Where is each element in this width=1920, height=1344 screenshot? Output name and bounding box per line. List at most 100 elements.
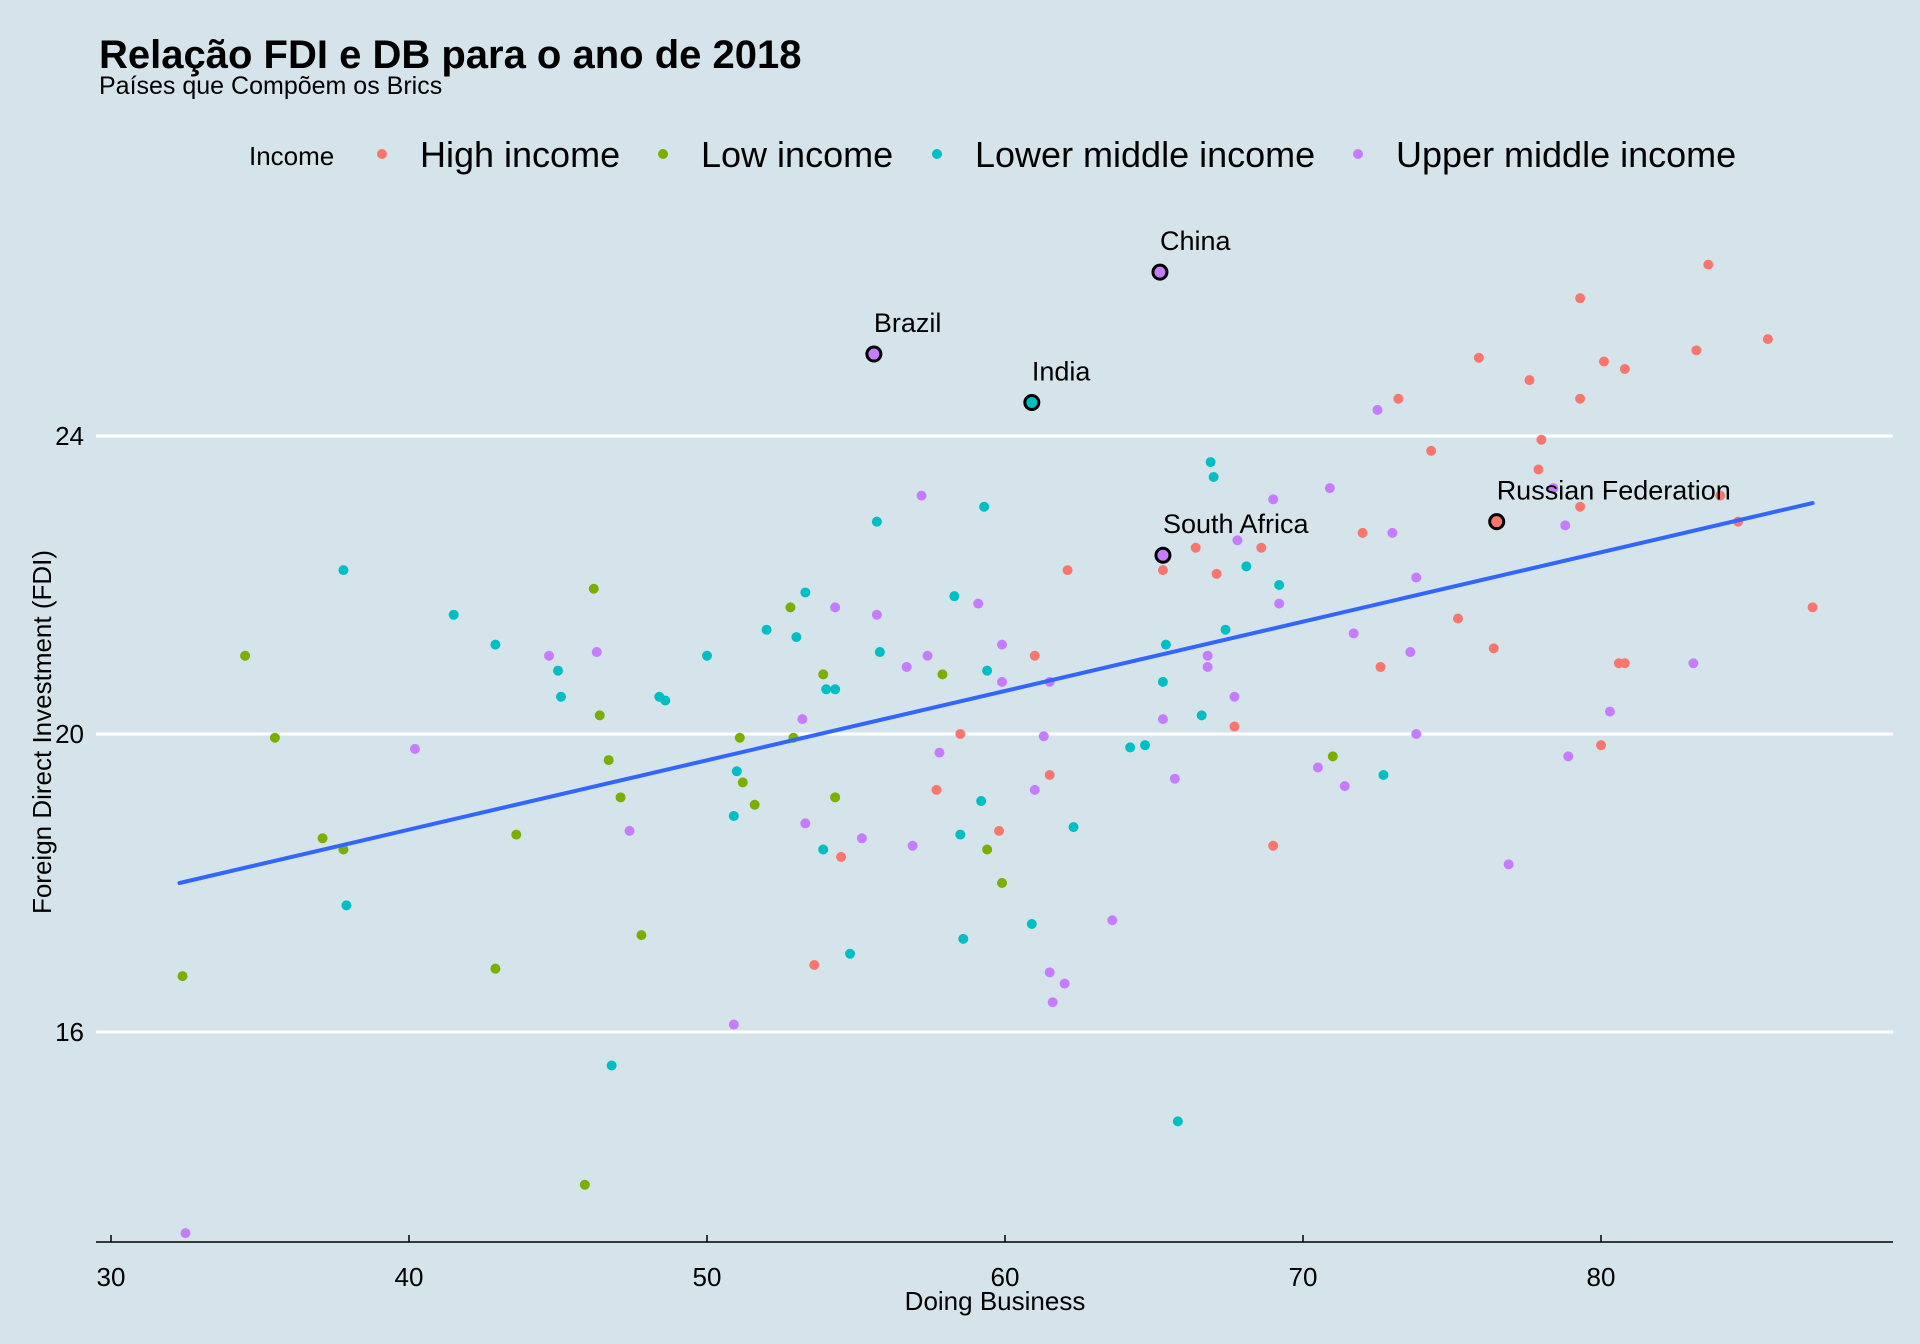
data-point-low-income [636,930,647,941]
data-point-high-income [1613,658,1624,669]
data-point-lower-middle-income [1160,639,1171,650]
data-point-lower-middle-income [979,501,990,512]
data-point-lower-middle-income [874,647,885,658]
data-point-high-income [1062,565,1073,576]
legend-key-lower-middle-income [932,149,942,159]
x-tick-label-30: 30 [97,1262,126,1292]
data-point-upper-middle-income [1274,598,1285,609]
x-tick-label-50: 50 [693,1262,722,1292]
data-point-high-income [1426,445,1437,456]
data-point-upper-middle-income [1348,628,1359,639]
data-point-lower-middle-income [818,844,829,855]
data-point-upper-middle-income [901,661,912,672]
data-point-upper-middle-income [1563,751,1574,762]
data-point-upper-middle-income [800,818,811,829]
data-point-upper-middle-income [871,609,882,620]
data-point-upper-middle-income [1411,729,1422,739]
data-point-low-income [269,732,280,743]
data-point-low-income [749,799,760,810]
data-point-low-income [785,602,796,613]
chart-subtitle: Países que Compõem os Brics [99,72,442,100]
data-point-upper-middle-income [1202,650,1213,661]
data-point-lower-middle-income [702,650,712,661]
data-point-upper-middle-income [1059,978,1070,989]
data-point-upper-middle-income [1372,404,1383,415]
data-point-low-income [511,829,522,840]
data-point-high-income [1536,434,1547,445]
data-point-high-income [1524,375,1535,386]
highlight-point-russian-federation [1488,513,1506,531]
data-point-high-income [1211,568,1222,579]
data-point-upper-middle-income [1560,520,1571,531]
data-point-upper-middle-income [997,639,1008,650]
data-point-lower-middle-income [949,591,960,602]
data-point-upper-middle-income [1324,483,1335,494]
data-point-lower-middle-income [1220,624,1231,635]
highlight-point-brazil [865,345,883,363]
data-point-low-income [937,669,948,680]
data-point-low-income [603,755,614,766]
data-point-upper-middle-income [1229,691,1240,702]
data-point-lower-middle-income [821,684,832,695]
chart-title: Relação FDI e DB para o ano de 2018 [99,33,801,77]
data-point-upper-middle-income [1232,535,1243,546]
data-point-low-income [982,844,993,855]
data-point-lower-middle-income [958,933,969,944]
x-tick-label-60: 60 [991,1262,1020,1292]
data-point-lower-middle-income [791,632,802,643]
data-point-upper-middle-income [1038,731,1049,742]
data-point-upper-middle-income [1268,494,1279,505]
data-point-upper-middle-income [1503,859,1514,870]
y-tick-label-20: 20 [55,719,84,749]
data-point-upper-middle-income [922,650,933,661]
data-point-low-income [615,792,626,803]
legend-label-lower-middle-income: Lower middle income [975,134,1315,175]
highlight-label-russian-federation: Russian Federation [1497,476,1731,506]
data-point-high-income [1715,490,1726,501]
data-point-high-income [1575,393,1586,404]
data-point-upper-middle-income [973,598,984,609]
data-point-high-income [1703,259,1714,270]
data-point-lower-middle-income [845,948,856,959]
data-point-lower-middle-income [1196,710,1207,721]
fit-line-group [177,501,1815,885]
data-point-upper-middle-income [1312,762,1323,773]
data-point-lower-middle-income [1157,676,1168,687]
data-point-high-income [1575,501,1586,512]
data-point-upper-middle-income [1169,773,1180,784]
data-point-upper-middle-income [728,1019,739,1030]
data-point-lower-middle-income [1026,918,1037,929]
highlight-label-brazil: Brazil [874,308,942,338]
data-point-high-income [1596,740,1606,751]
data-point-lower-middle-income [660,695,671,706]
data-point-lower-middle-income [490,639,501,650]
data-point-high-income [1029,650,1040,661]
grid-lines [96,434,1893,1034]
data-point-low-income [997,878,1008,888]
highlight-point-south-africa [1154,546,1172,564]
data-point-high-income [1762,334,1773,345]
data-point-lower-middle-income [728,810,739,821]
data-point-high-income [1619,363,1630,374]
data-point-high-income [1691,345,1702,356]
data-point-lower-middle-income [553,665,563,676]
data-point-lower-middle-income [761,624,772,635]
legend-key-upper-middle-income [1353,149,1363,159]
data-point-lower-middle-income [1378,769,1389,780]
data-point-lower-middle-income [800,587,811,598]
highlight-point-china [1151,263,1169,281]
data-point-high-income [1044,769,1055,780]
data-point-low-income [579,1179,590,1190]
data-point-lower-middle-income [1068,822,1079,833]
data-point-high-income [1268,840,1279,851]
data-point-upper-middle-income [934,747,945,758]
data-point-low-income [594,710,605,721]
data-point-high-income [1807,602,1818,613]
data-point-lower-middle-income [731,766,742,777]
data-point-low-income [830,792,841,803]
data-point-high-income [1375,661,1386,672]
data-point-upper-middle-income [907,840,918,851]
data-point-high-income [1488,643,1499,654]
data-point-upper-middle-income [1548,483,1559,494]
